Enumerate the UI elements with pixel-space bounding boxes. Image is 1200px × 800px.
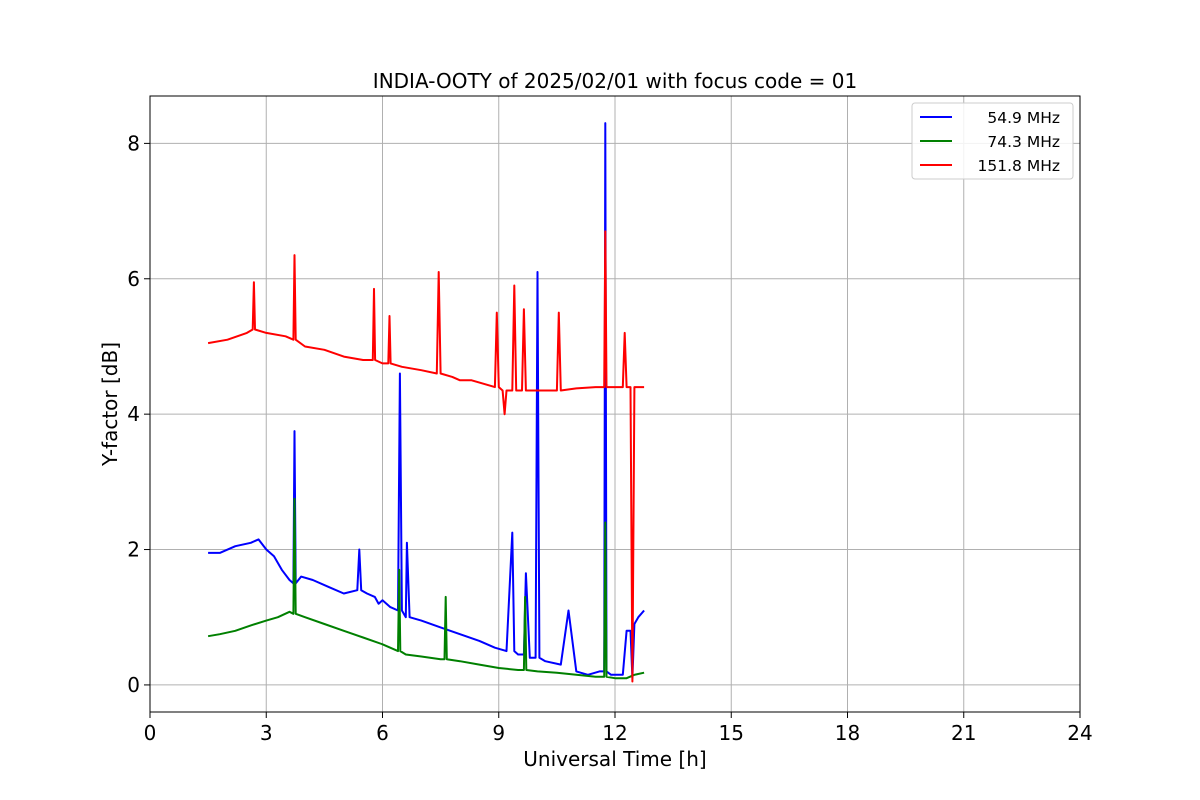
x-tick-label: 15 [719, 721, 744, 745]
x-tick-label: 3 [260, 721, 273, 745]
legend-label: 151.8 MHz [978, 157, 1060, 175]
x-tick-label: 0 [144, 721, 157, 745]
x-tick-label: 9 [492, 721, 505, 745]
x-tick-label: 18 [835, 721, 860, 745]
grid-lines [149, 96, 1081, 712]
series-line-2 [207, 497, 645, 680]
x-tick-label: 24 [1067, 721, 1092, 745]
y-axis-label: Y-factor [dB] [98, 342, 122, 467]
legend-box [911, 102, 1074, 180]
x-tick-label: 6 [376, 721, 389, 745]
y-tick-label: 6 [127, 267, 140, 291]
legend-label: 54.9 MHz [987, 109, 1060, 127]
y-tick-label: 0 [127, 673, 140, 697]
y-tick-label: 4 [127, 402, 140, 426]
series-line-3 [207, 230, 645, 683]
y-tick-label: 8 [127, 131, 140, 155]
x-tick-label: 12 [602, 721, 627, 745]
chart-title: INDIA-OOTY of 2025/02/01 with focus code… [373, 69, 857, 93]
y-tick-label: 2 [127, 538, 140, 562]
series-layer [207, 122, 645, 683]
x-axis-label: Universal Time [h] [523, 747, 706, 771]
legend-label: 74.3 MHz [987, 133, 1060, 151]
series-line-1 [208, 122, 645, 680]
x-tick-label: 21 [951, 721, 976, 745]
legend: 54.9 MHz 74.3 MHz 151.8 MHz [911, 102, 1074, 180]
